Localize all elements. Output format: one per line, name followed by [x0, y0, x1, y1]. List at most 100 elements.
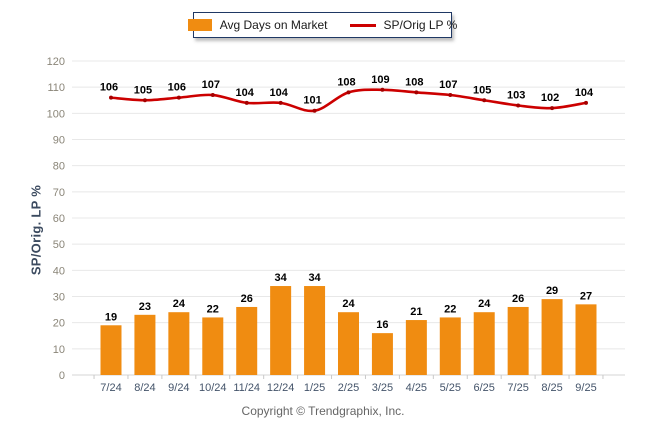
svg-text:70: 70: [53, 187, 65, 199]
line-marker: [380, 87, 385, 92]
svg-text:11/24: 11/24: [233, 382, 260, 394]
svg-text:34: 34: [275, 272, 288, 284]
svg-text:104: 104: [269, 87, 288, 99]
line-series: [109, 87, 588, 113]
svg-text:8/24: 8/24: [134, 382, 155, 394]
svg-text:109: 109: [371, 74, 389, 86]
svg-text:101: 101: [303, 95, 321, 107]
bar: [541, 299, 563, 375]
line-marker: [109, 95, 113, 100]
bar: [371, 333, 393, 375]
svg-text:0: 0: [59, 370, 65, 382]
line-series-icon: [349, 23, 376, 27]
svg-text:110: 110: [47, 82, 65, 94]
svg-text:9/25: 9/25: [575, 382, 596, 394]
bar: [439, 317, 461, 375]
svg-text:9/24: 9/24: [168, 382, 189, 394]
svg-text:107: 107: [439, 79, 457, 91]
bar-series: [100, 286, 597, 375]
svg-text:30: 30: [53, 292, 65, 304]
gridlines: [72, 60, 625, 350]
line-marker: [210, 93, 215, 98]
chart-legend: Avg Days on Market SP/Orig LP %: [187, 12, 457, 38]
svg-text:21: 21: [410, 306, 422, 318]
svg-text:4/25: 4/25: [406, 382, 427, 394]
bar: [134, 314, 156, 375]
svg-text:8/25: 8/25: [541, 382, 562, 394]
line-marker: [142, 98, 147, 103]
svg-text:2/25: 2/25: [338, 382, 359, 394]
svg-text:100: 100: [47, 108, 65, 120]
bar: [575, 304, 597, 375]
svg-text:27: 27: [580, 290, 592, 302]
svg-text:105: 105: [134, 84, 152, 96]
bar: [270, 286, 292, 375]
line-marker: [312, 108, 317, 113]
svg-text:104: 104: [236, 87, 255, 99]
svg-text:24: 24: [478, 298, 491, 310]
bar-series-swatch-icon: [187, 19, 212, 31]
bar-data-labels: 19 23 24 22 26 34 34 24 16 21 22 24 26 29 27: [105, 272, 592, 331]
svg-text:107: 107: [202, 79, 220, 91]
svg-text:108: 108: [405, 76, 423, 88]
line-marker: [516, 103, 521, 108]
svg-text:5/25: 5/25: [440, 382, 461, 394]
y-axis-tick-labels: 0 10 20 30 40 50 60 70 80 90 100 110 120: [47, 56, 65, 382]
svg-text:80: 80: [53, 161, 65, 173]
x-axis-tick-labels: 7/24 8/24 9/24 10/24 11/24 12/24 1/25 2/25 3/25 4…: [100, 382, 596, 394]
line-marker: [346, 90, 351, 95]
legend-item-sp-orig-lp: SP/Orig LP %: [349, 18, 457, 32]
svg-text:3/25: 3/25: [372, 382, 393, 394]
svg-text:1/25: 1/25: [304, 382, 325, 394]
svg-text:26: 26: [512, 293, 524, 305]
bar: [100, 325, 122, 375]
svg-text:104: 104: [575, 87, 594, 99]
svg-text:34: 34: [308, 272, 321, 284]
svg-text:29: 29: [546, 285, 558, 297]
svg-text:103: 103: [507, 89, 525, 101]
bar: [473, 312, 495, 375]
svg-text:108: 108: [337, 76, 355, 88]
y-axis-title: SP/Orig. LP %: [28, 184, 44, 276]
bar: [405, 320, 427, 375]
svg-text:16: 16: [376, 319, 388, 331]
svg-text:7/25: 7/25: [507, 382, 528, 394]
bar: [507, 306, 529, 375]
line-marker: [176, 95, 181, 100]
bar: [168, 312, 190, 375]
svg-text:22: 22: [444, 303, 456, 315]
bar: [236, 306, 258, 375]
legend-item-avg-days: Avg Days on Market: [187, 18, 328, 32]
x-axis-ticks: [93, 375, 604, 379]
svg-text:7/24: 7/24: [100, 382, 121, 394]
svg-text:105: 105: [473, 84, 491, 96]
svg-text:60: 60: [53, 213, 65, 225]
svg-text:10/24: 10/24: [199, 382, 227, 394]
bar: [304, 286, 326, 375]
line-marker: [414, 90, 419, 95]
bar: [202, 317, 224, 375]
line-marker: [482, 98, 487, 103]
line-marker: [550, 106, 555, 111]
bar: [338, 312, 359, 375]
svg-text:24: 24: [173, 298, 186, 310]
svg-text:23: 23: [139, 301, 151, 313]
svg-text:90: 90: [53, 135, 65, 147]
copyright-text: Copyright © Trendgraphix, Inc.: [241, 404, 405, 418]
line-marker: [584, 100, 588, 105]
svg-text:120: 120: [47, 56, 65, 68]
svg-text:22: 22: [207, 303, 219, 315]
svg-text:106: 106: [168, 82, 186, 94]
svg-text:19: 19: [105, 311, 117, 323]
svg-text:50: 50: [53, 239, 65, 251]
svg-text:106: 106: [100, 82, 118, 94]
svg-text:24: 24: [342, 298, 355, 310]
line-marker: [448, 93, 453, 98]
svg-text:102: 102: [541, 92, 559, 104]
line-marker: [244, 100, 249, 105]
line-data-labels: 106 105 106 107 104 104 101 108 109 108 107 105 103 1…: [100, 74, 594, 107]
legend-label-avg-days: Avg Days on Market: [219, 18, 328, 32]
svg-text:26: 26: [241, 293, 253, 305]
svg-text:6/25: 6/25: [474, 382, 495, 394]
